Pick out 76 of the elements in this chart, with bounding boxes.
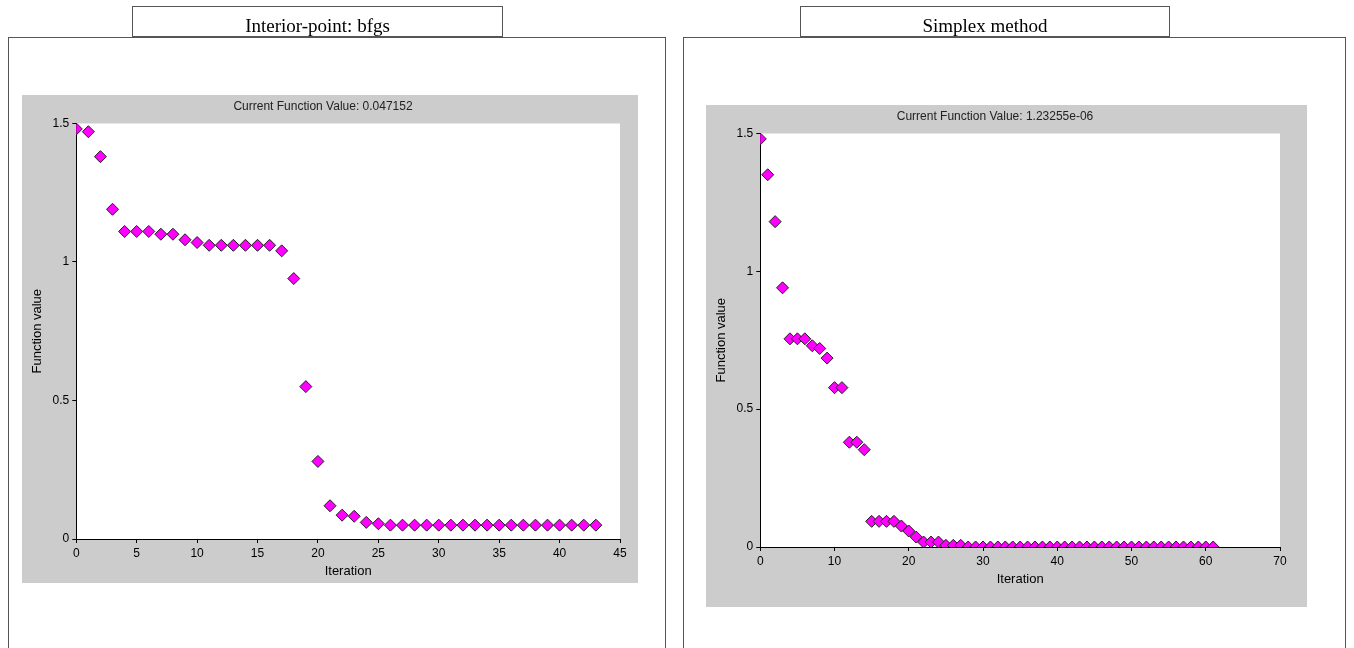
chart-subtitle: Current Function Value: 1.23255e-06	[896, 108, 1094, 123]
chart-subtitle: Current Function Value: 0.047152	[233, 98, 413, 113]
x-tick-label: 30	[432, 545, 446, 560]
y-tick-label: 0.5	[52, 392, 70, 407]
point	[142, 224, 156, 238]
point	[178, 233, 192, 247]
point	[251, 238, 265, 252]
point	[396, 518, 410, 532]
point	[577, 518, 591, 532]
point	[432, 518, 446, 532]
x-tick-label: 60	[1199, 553, 1213, 568]
x-tick-label: 40	[552, 545, 567, 560]
point	[299, 380, 313, 394]
x-tick-label: 10	[190, 545, 205, 560]
point	[516, 518, 530, 532]
point	[528, 518, 542, 532]
y-tick-label: 1.5	[52, 115, 70, 130]
y-axis-title: Function value	[713, 297, 729, 383]
point	[106, 202, 120, 216]
x-tick-label: 25	[371, 545, 386, 560]
y-axis-title: Function value	[29, 288, 45, 374]
x-tick-label: 0	[72, 545, 80, 560]
chart-title: Interior-point: bfgs	[132, 6, 503, 37]
x-axis-title: Iteration	[996, 570, 1044, 586]
point	[456, 518, 470, 532]
x-tick-label: 15	[250, 545, 265, 560]
point	[287, 272, 301, 286]
point	[383, 518, 397, 532]
point	[81, 125, 95, 139]
point	[226, 238, 240, 252]
x-tick-label: 70	[1273, 553, 1287, 568]
x-tick-label: 30	[976, 553, 991, 568]
x-tick-label: 20	[311, 545, 325, 560]
x-tick-label: 40	[1050, 553, 1065, 568]
point	[118, 224, 132, 238]
point	[553, 518, 567, 532]
point	[190, 236, 204, 250]
point	[468, 518, 482, 532]
point	[311, 454, 325, 468]
point	[492, 518, 506, 532]
point	[335, 508, 349, 522]
y-tick-label: 0	[62, 531, 70, 546]
point	[504, 518, 518, 532]
point	[359, 515, 373, 529]
point	[263, 238, 277, 252]
chart-title: Simplex method	[800, 6, 1170, 37]
x-axis-title: Iteration	[324, 562, 372, 578]
x-tick-label: 20	[902, 553, 916, 568]
point	[347, 509, 361, 523]
point	[371, 517, 385, 531]
x-tick-label: 0	[756, 553, 764, 568]
y-tick-label: 1	[62, 254, 70, 269]
point	[323, 499, 337, 513]
point	[541, 518, 554, 532]
point	[214, 238, 228, 252]
point	[565, 518, 579, 532]
point	[202, 238, 216, 252]
point	[238, 238, 252, 252]
x-tick-label: 10	[827, 553, 842, 568]
point	[444, 518, 458, 532]
x-tick-label: 50	[1124, 553, 1139, 568]
x-tick-label: 45	[613, 545, 627, 560]
point	[589, 518, 603, 532]
point	[408, 518, 422, 532]
x-tick-label: 35	[492, 545, 507, 560]
point	[275, 244, 289, 258]
x-tick-label: 5	[133, 545, 141, 560]
point	[480, 518, 494, 532]
y-tick-label: 0.5	[736, 401, 754, 416]
y-tick-label: 1.5	[736, 125, 754, 140]
point	[130, 224, 144, 238]
point	[154, 227, 168, 241]
point	[166, 227, 180, 241]
point	[420, 518, 434, 532]
y-tick-label: 1	[746, 263, 754, 278]
point	[93, 150, 107, 164]
